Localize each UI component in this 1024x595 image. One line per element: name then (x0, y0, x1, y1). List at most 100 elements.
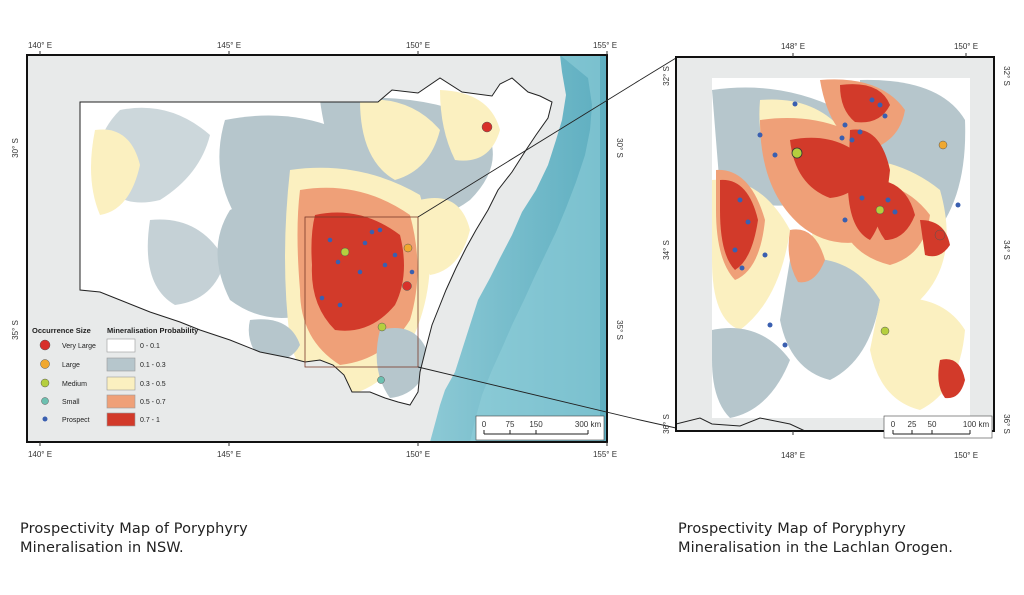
caption-left: Prospectivity Map of Poryphyry Mineralis… (20, 520, 248, 558)
nsw-border (79, 77, 553, 406)
medium-point (875, 205, 885, 215)
lat-tick-label: 32° S (662, 66, 671, 86)
legend: Occurrence Size Mineralisation Probabili… (32, 326, 199, 427)
connector-line (417, 366, 640, 421)
legend-prob-swatch (106, 412, 136, 427)
lat-tick-label: 36° S (1002, 414, 1011, 434)
legend-medium-swatch (40, 378, 50, 388)
state-border (676, 417, 806, 431)
legend-prob-swatch (106, 338, 136, 353)
prospect-point (357, 269, 363, 275)
lachlan-map-frame (675, 56, 995, 432)
lon-ticks: 148° E 150° E 148° E 150° E (781, 42, 978, 460)
scale-bar-nsw: 0 75 150 300 km (475, 415, 605, 441)
prospect-point (382, 262, 388, 268)
very-large-point (934, 229, 946, 241)
lon-tick-label: 145° E (217, 450, 241, 459)
caption-right: Prospectivity Map of Poryphyry Mineralis… (678, 520, 953, 558)
probability-layer (91, 90, 500, 398)
scale-label: 50 (928, 420, 937, 429)
lat-ticks: 32° S 34° S 36° S 32° S 34° S 36° S (662, 66, 1011, 434)
prospect-point (392, 252, 398, 258)
prospect-point (377, 227, 383, 233)
large-point (938, 140, 948, 150)
prospect-point (857, 129, 863, 135)
lat-tick-label: 35° S (615, 320, 624, 340)
scale-label: 150 (529, 420, 543, 429)
small-point (377, 376, 385, 384)
prospect-point (869, 97, 875, 103)
prospect-point (882, 113, 888, 119)
lat-tick-label: 30° S (615, 138, 624, 158)
lon-tick-label: 145° E (217, 41, 241, 50)
prospect-point (767, 322, 773, 328)
prospect-point (955, 202, 961, 208)
prospect-point (409, 269, 415, 275)
large-point (403, 243, 413, 253)
lon-tick-label: 150° E (406, 450, 430, 459)
prospect-point (849, 137, 855, 143)
legend-occurrence-title: Occurrence Size (32, 326, 91, 335)
lat-tick-label: 34° S (662, 240, 671, 260)
scale-label: 0 (891, 420, 896, 429)
scale-label: 75 (506, 420, 515, 429)
prospect-point (877, 102, 883, 108)
scale-label: 0 (482, 420, 487, 429)
prospect-point (839, 135, 845, 141)
legend-prospect-label: Prospect (62, 417, 90, 424)
prospect-point (859, 195, 865, 201)
lon-tick-label: 150° E (954, 451, 978, 460)
legend-prob-swatch (106, 394, 136, 409)
lachlan-map: 148° E 150° E 148° E 150° E 32° S 34° S … (662, 42, 1011, 460)
connector-gap (640, 57, 677, 429)
prospect-point (892, 209, 898, 215)
scale-label: 300 km (575, 420, 602, 429)
prospect-point (739, 265, 745, 271)
legend-medium-label: Medium (62, 381, 87, 388)
prospect-point (782, 342, 788, 348)
prospect-point (369, 229, 375, 235)
scale-bar-lachlan: 0 25 50 100 km (883, 415, 993, 439)
medium-point (791, 147, 803, 159)
legend-prob-label: 0 - 0.1 (140, 343, 160, 350)
lon-tick-label: 140° E (28, 41, 52, 50)
nsw-map-frame (26, 54, 608, 443)
prospect-point (842, 217, 848, 223)
legend-very-large-swatch (39, 339, 51, 351)
nsw-map: 140° E 145° E 150° E 155° E 140° E 145° … (11, 41, 640, 459)
prospect-point (732, 247, 738, 253)
legend-prospect-swatch (42, 416, 48, 422)
lon-tick-label: 155° E (593, 450, 617, 459)
lon-tick-label: 148° E (781, 42, 805, 51)
legend-prob-label: 0.7 - 1 (140, 417, 160, 424)
medium-point (880, 326, 890, 336)
lon-tick-label: 148° E (781, 451, 805, 460)
lon-tick-label: 155° E (593, 41, 617, 50)
prospect-point (772, 152, 778, 158)
lat-ticks: 30° S 35° S 30° S 35° S (11, 138, 624, 340)
very-large-point (481, 121, 493, 133)
prospect-point (757, 132, 763, 138)
prospect-point (319, 295, 325, 301)
caption-line: Mineralisation in NSW. (20, 540, 184, 556)
scale-label: 25 (908, 420, 917, 429)
shelf (470, 55, 600, 442)
legend-prob-label: 0.1 - 0.3 (140, 362, 166, 369)
legend-prob-label: 0.5 - 0.7 (140, 399, 166, 406)
medium-point (340, 247, 350, 257)
prospect-point (792, 101, 798, 107)
legend-probability-title: Mineralisation Probability (107, 326, 199, 335)
very-large-point (402, 281, 412, 291)
prospect-point (335, 259, 341, 265)
occurrence-points (319, 121, 493, 384)
lat-tick-label: 36° S (662, 414, 671, 434)
legend-prob-label: 0.3 - 0.5 (140, 381, 166, 388)
prospect-point (337, 302, 343, 308)
lat-tick-label: 30° S (11, 138, 20, 158)
medium-point (377, 322, 387, 332)
caption-line: Prospectivity Map of Poryphyry (20, 521, 248, 537)
prospect-point (327, 237, 333, 243)
legend-prob-swatch (106, 357, 136, 372)
legend-prob-swatch (106, 376, 136, 391)
caption-line: Prospectivity Map of Poryphyry (678, 521, 906, 537)
